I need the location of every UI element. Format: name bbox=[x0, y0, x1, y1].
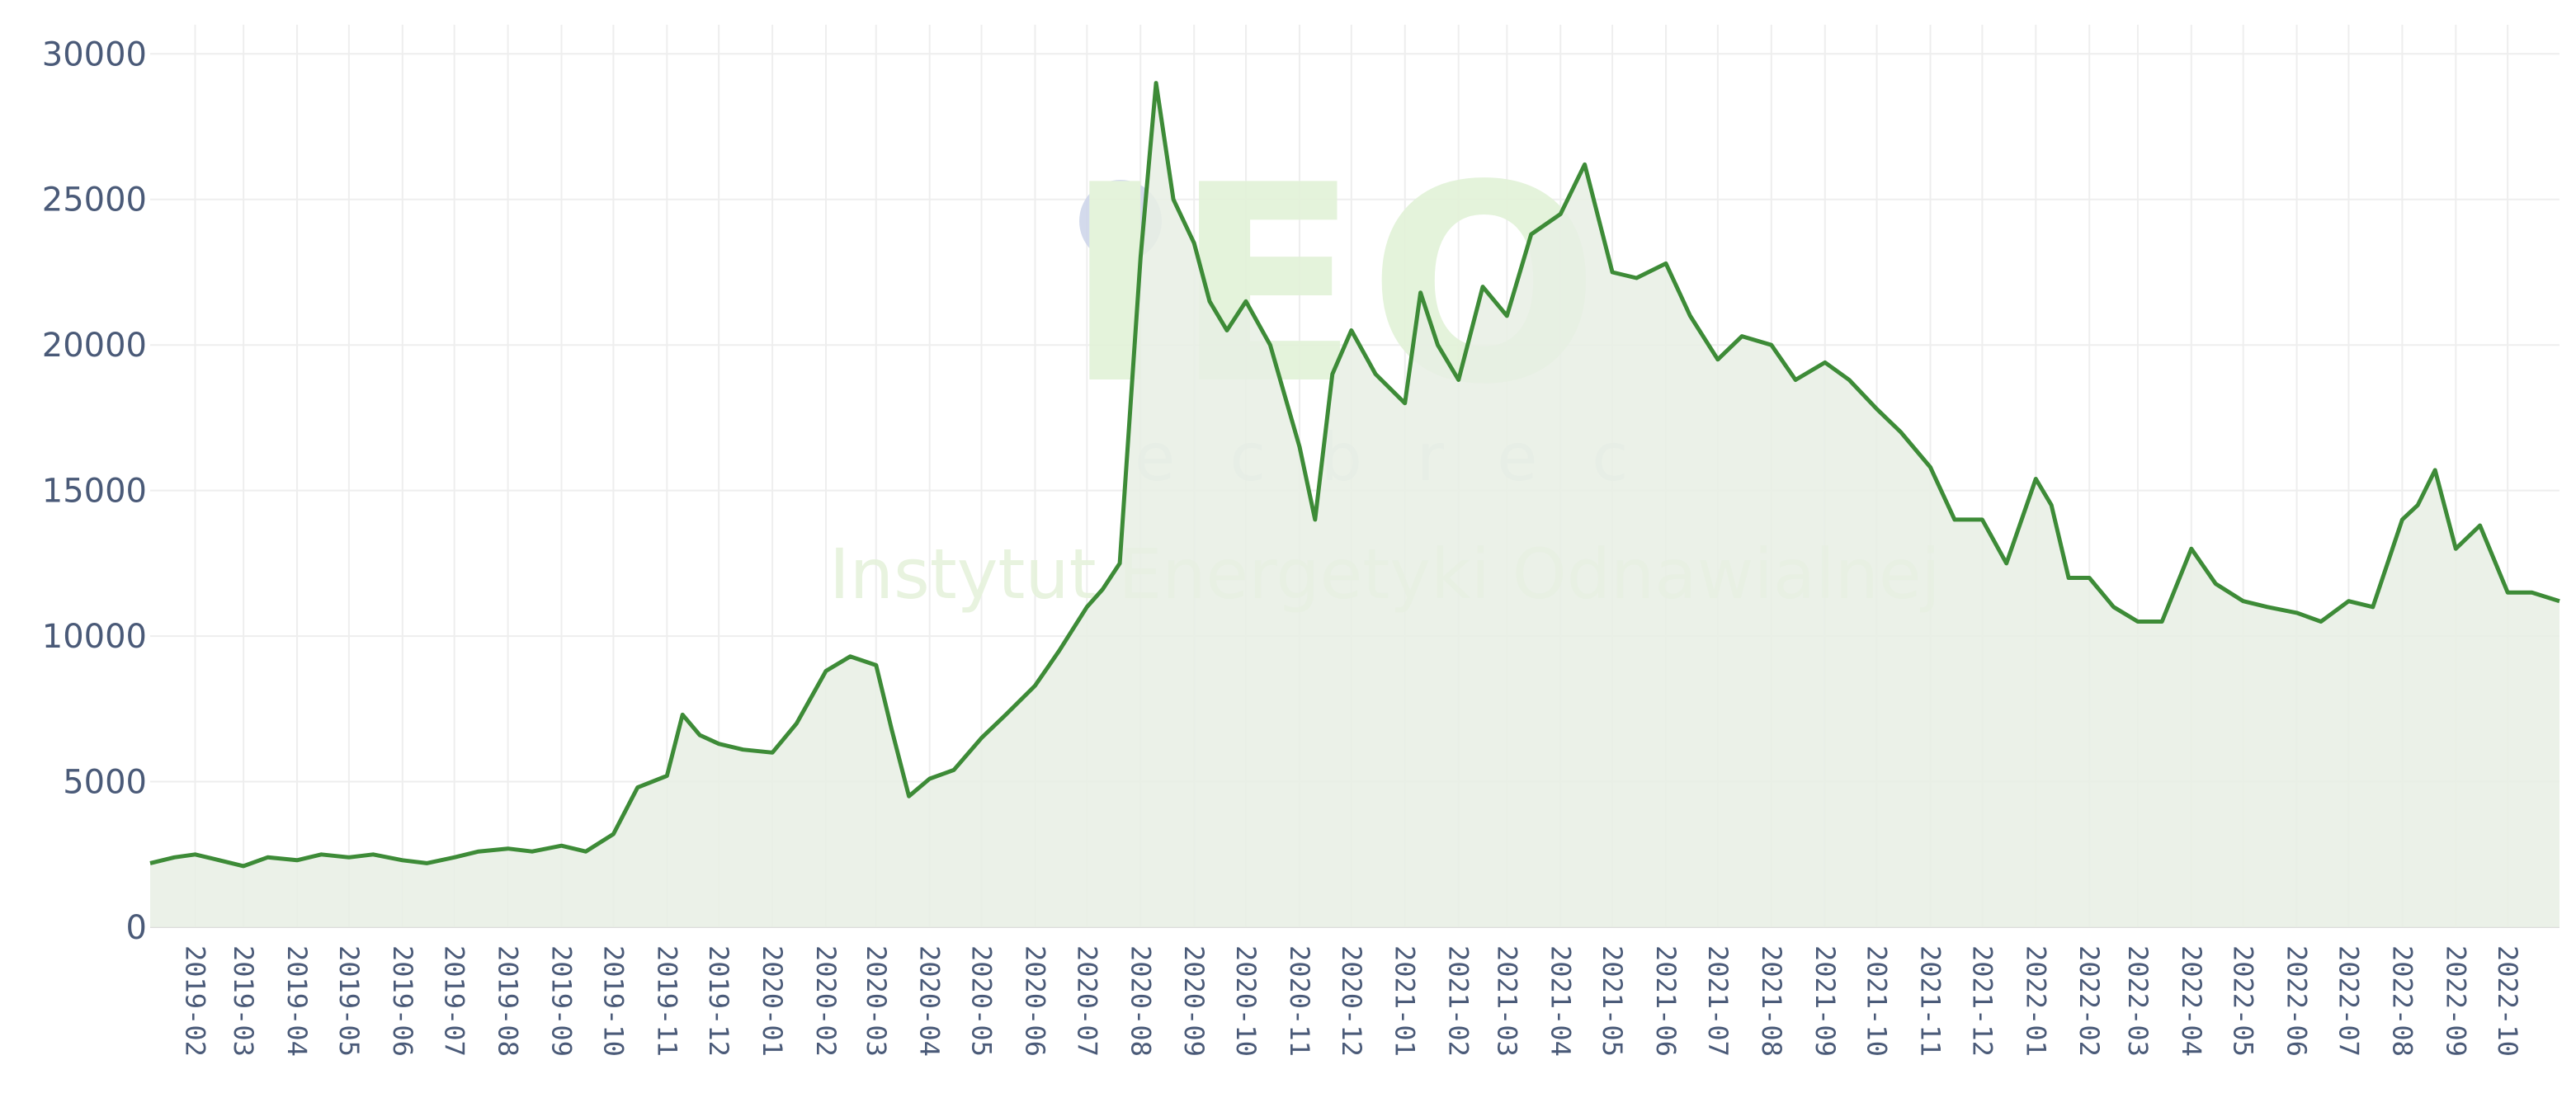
x-axis: 2019-02 2019-03 2019-04 2019-05 2019-06 2019-… bbox=[179, 945, 2523, 1057]
series-area bbox=[150, 82, 2559, 928]
y-tick-label: 15000 bbox=[42, 473, 147, 511]
x-tick-label: 2020-03 bbox=[861, 945, 892, 1057]
x-tick-label: 2021-09 bbox=[1809, 945, 1841, 1057]
x-tick-label: 2020-06 bbox=[1019, 945, 1050, 1057]
x-tick-label: 2021-03 bbox=[1491, 945, 1522, 1057]
x-tick-label: 2022-02 bbox=[2074, 945, 2105, 1057]
x-tick-label: 2021-06 bbox=[1650, 945, 1682, 1057]
x-tick-label: 2019-10 bbox=[597, 945, 629, 1057]
x-tick-label: 2020-01 bbox=[757, 945, 788, 1057]
x-tick-label: 2021-01 bbox=[1389, 945, 1421, 1057]
x-tick-label: 2022-03 bbox=[2122, 945, 2154, 1057]
x-tick-label: 2020-11 bbox=[1284, 945, 1315, 1057]
x-tick-label: 2020-08 bbox=[1125, 945, 1156, 1057]
x-tick-label: 2022-10 bbox=[2492, 945, 2523, 1057]
x-tick-label: 2021-08 bbox=[1756, 945, 1787, 1057]
x-tick-label: 2021-04 bbox=[1545, 945, 1576, 1057]
series-layer bbox=[149, 81, 2560, 928]
x-tick-label: 2020-10 bbox=[1230, 945, 1262, 1057]
x-tick-label: 2019-06 bbox=[387, 945, 418, 1057]
x-tick-label: 2022-05 bbox=[2228, 945, 2259, 1057]
x-tick-label: 2021-11 bbox=[1915, 945, 1946, 1057]
x-tick-label: 2022-09 bbox=[2440, 945, 2471, 1057]
series-line bbox=[149, 81, 2560, 869]
x-tick-label: 2021-07 bbox=[1702, 945, 1734, 1057]
x-tick-label: 2020-05 bbox=[966, 945, 998, 1057]
y-tick-label: 25000 bbox=[42, 181, 147, 219]
y-tick-label: 10000 bbox=[42, 618, 147, 656]
x-tick-label: 2022-04 bbox=[2176, 945, 2207, 1057]
x-tick-label: 2022-06 bbox=[2281, 945, 2313, 1057]
x-tick-label: 2022-08 bbox=[2386, 945, 2418, 1057]
x-tick-label: 2019-09 bbox=[546, 945, 578, 1057]
x-tick-label: 2020-02 bbox=[810, 945, 842, 1057]
x-tick-label: 2019-08 bbox=[493, 945, 524, 1057]
x-tick-label: 2021-05 bbox=[1597, 945, 1628, 1057]
y-tick-label: 5000 bbox=[63, 764, 147, 802]
y-axis: 0 5000 10000 15000 20000 25000 30000 bbox=[42, 35, 147, 947]
y-tick-label: 20000 bbox=[42, 327, 147, 365]
y-tick-label: 30000 bbox=[42, 35, 147, 73]
x-tick-label: 2021-02 bbox=[1443, 945, 1474, 1057]
y-tick-label: 0 bbox=[126, 909, 147, 947]
x-tick-label: 2021-12 bbox=[1966, 945, 1998, 1057]
x-tick-label: 2019-04 bbox=[281, 945, 313, 1057]
x-tick-label: 2019-02 bbox=[179, 945, 210, 1057]
x-tick-label: 2019-03 bbox=[228, 945, 259, 1057]
x-tick-label: 2021-10 bbox=[1861, 945, 1893, 1057]
x-tick-label: 2022-07 bbox=[2333, 945, 2364, 1057]
x-tick-label: 2020-07 bbox=[1071, 945, 1102, 1057]
x-tick-label: 2019-11 bbox=[651, 945, 682, 1057]
x-tick-label: 2019-05 bbox=[333, 945, 365, 1057]
x-tick-label: 2020-12 bbox=[1336, 945, 1367, 1057]
x-tick-label: 2022-01 bbox=[2020, 945, 2051, 1057]
x-tick-label: 2019-12 bbox=[703, 945, 734, 1057]
x-tick-label: 2020-09 bbox=[1178, 945, 1210, 1057]
x-tick-label: 2019-07 bbox=[439, 945, 470, 1057]
x-tick-label: 2020-04 bbox=[914, 945, 946, 1057]
